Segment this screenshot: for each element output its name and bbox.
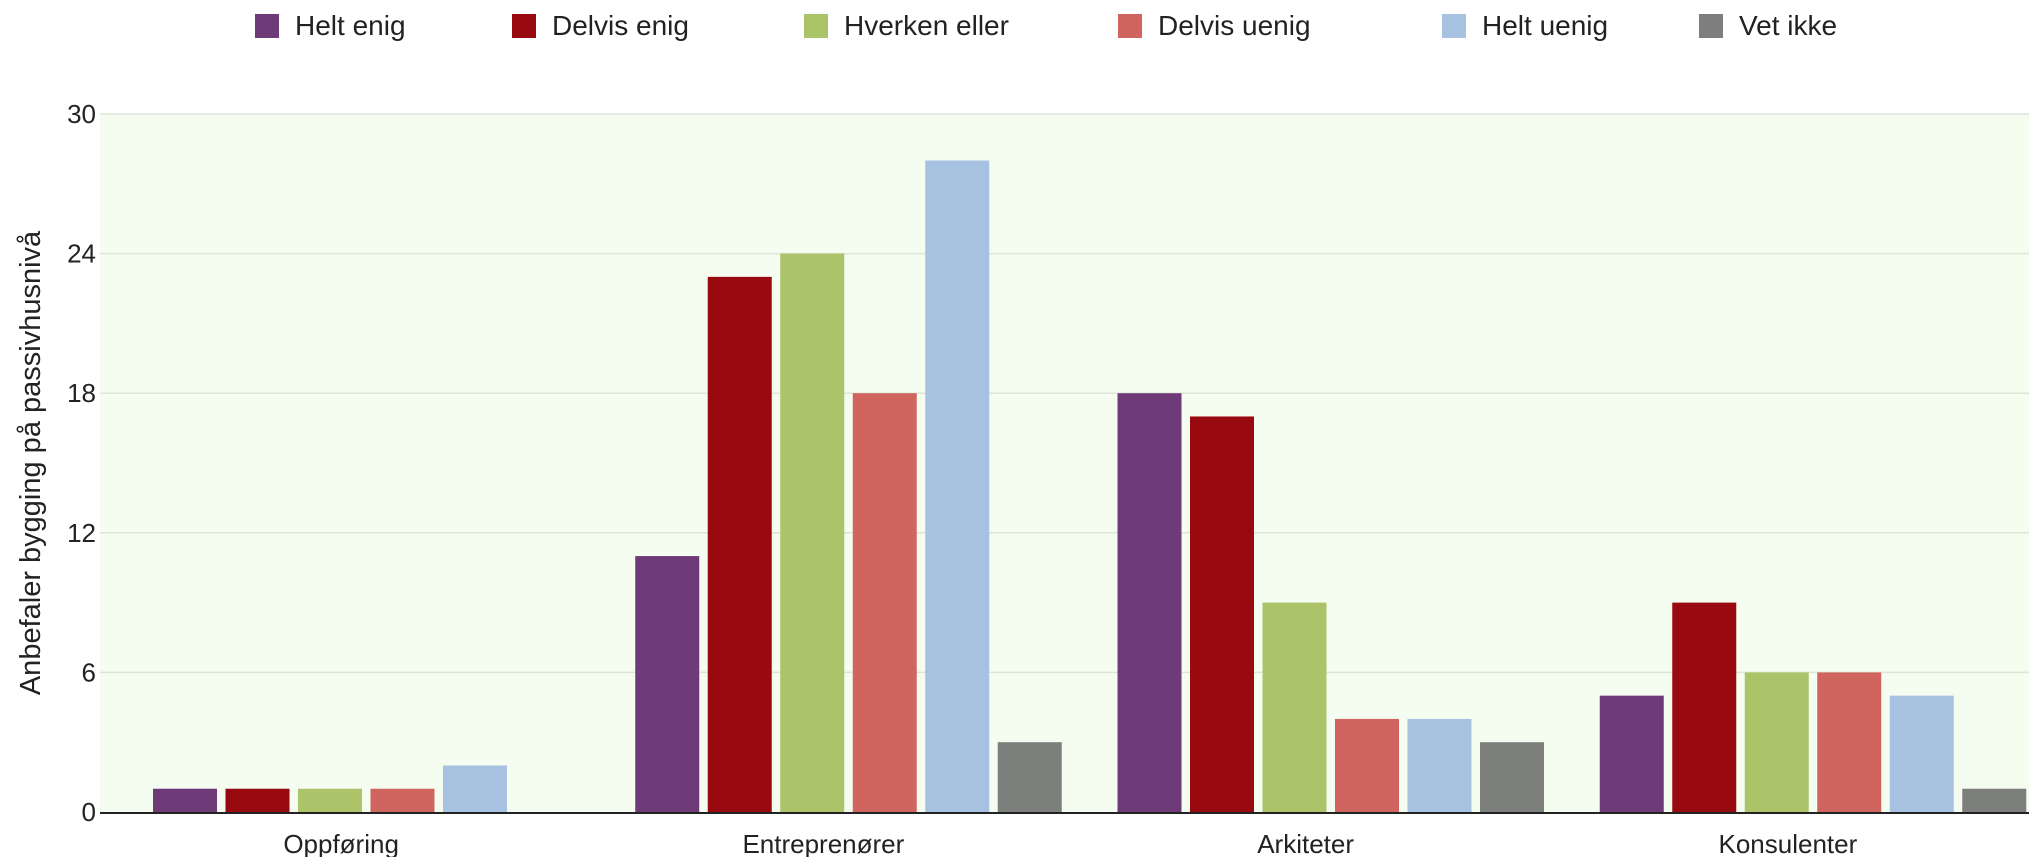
bar-entrepren-rer-vet-ikke [997, 742, 1062, 812]
legend-label-hverken-eller: Hverken eller [844, 10, 1009, 41]
bar-arkiteter-delvis-uenig [1335, 718, 1399, 812]
bar-entrepren-rer-helt-uenig [925, 160, 990, 813]
bar-entrepren-rer-delvis-uenig [852, 393, 917, 812]
legend-swatch-hverken-eller [804, 14, 828, 38]
y-axis-label: Anbefaler bygging på passivhusnivå [15, 230, 47, 695]
bar-konsulenter-hverken-eller [1744, 672, 1809, 812]
bar-oppf-ring-delvis-enig [225, 788, 290, 812]
bar-arkiteter-helt-enig [1117, 393, 1182, 812]
legend-item-delvis-enig: Delvis enig [512, 10, 689, 42]
y-tick-label: 0 [82, 797, 96, 827]
x-tick-label: Konsulenter [1718, 829, 1857, 857]
legend-item-delvis-uenig: Delvis uenig [1118, 10, 1311, 42]
legend-swatch-delvis-enig [512, 14, 536, 38]
bar-konsulenter-vet-ikke [1962, 788, 2027, 812]
bar-konsulenter-helt-uenig [1889, 695, 1954, 812]
bar-oppf-ring-delvis-uenig [370, 788, 435, 812]
bar-arkiteter-vet-ikke [1480, 742, 1544, 812]
bar-oppf-ring-helt-uenig [443, 765, 507, 812]
bar-arkiteter-delvis-enig [1190, 416, 1254, 812]
legend-item-helt-enig: Helt enig [255, 10, 406, 42]
bar-konsulenter-helt-enig [1599, 695, 1664, 812]
y-tick-label: 30 [67, 99, 96, 129]
bar-oppf-ring-helt-enig [153, 788, 217, 812]
x-tick-labels: Oppføring Entreprenører Arkiteter Konsulent… [283, 829, 1857, 857]
bar-entrepren-rer-helt-enig [635, 556, 700, 812]
y-tick-label: 12 [67, 518, 96, 548]
y-tick-labels: 0 6 12 18 24 30 [67, 99, 96, 827]
legend-label-helt-uenig: Helt uenig [1482, 10, 1609, 41]
legend-item-hverken-eller: Hverken eller [804, 10, 1009, 42]
legend-label-helt-enig: Helt enig [295, 10, 406, 41]
bars [153, 160, 2027, 813]
bar-entrepren-rer-delvis-enig [707, 276, 772, 812]
legend-item-vet-ikke: Vet ikke [1699, 10, 1837, 42]
gridlines [100, 113, 2029, 674]
legend-label-delvis-uenig: Delvis uenig [1158, 10, 1311, 41]
bar-entrepren-rer-hverken-eller [780, 253, 845, 813]
bar-arkiteter-hverken-eller [1262, 602, 1327, 812]
y-tick-label: 24 [67, 239, 96, 269]
legend-swatch-helt-uenig [1442, 14, 1466, 38]
y-tick-label: 18 [67, 378, 96, 408]
bar-konsulenter-delvis-uenig [1817, 672, 1882, 812]
bar-konsulenter-delvis-enig [1672, 602, 1737, 812]
legend-swatch-delvis-uenig [1118, 14, 1142, 38]
x-tick-label: Oppføring [283, 829, 399, 857]
legend: Helt enig Delvis enig Hverken eller Delv… [0, 0, 2029, 52]
x-tick-label: Entreprenører [742, 829, 904, 857]
legend-label-vet-ikke: Vet ikke [1739, 10, 1838, 41]
bar-arkiteter-helt-uenig [1407, 718, 1472, 812]
legend-swatch-helt-enig [255, 14, 279, 38]
legend-label-delvis-enig: Delvis enig [552, 10, 689, 41]
legend-item-helt-uenig: Helt uenig [1442, 10, 1608, 42]
legend-swatch-vet-ikke [1699, 14, 1723, 38]
y-tick-label: 6 [82, 657, 96, 687]
bar-oppf-ring-hverken-eller [298, 788, 362, 812]
plot-background [100, 114, 2029, 812]
x-tick-label: Arkiteter [1257, 829, 1354, 857]
